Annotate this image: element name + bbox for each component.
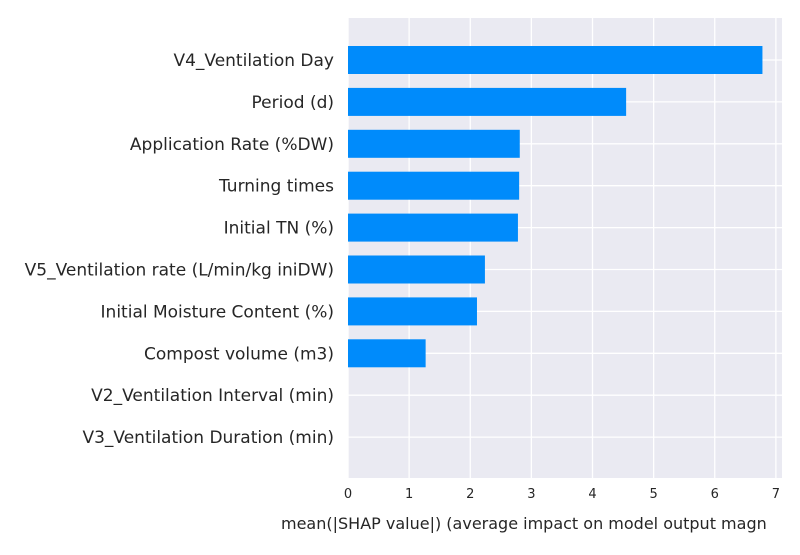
x-tick-label: 3 (527, 487, 535, 502)
category-label: V2_Ventilation Interval (min) (91, 386, 334, 406)
x-tick-label: 5 (649, 487, 657, 502)
category-label: Period (d) (252, 93, 334, 113)
x-tick-label: 1 (405, 487, 413, 502)
category-label: Application Rate (%DW) (130, 135, 334, 155)
category-label: Initial Moisture Content (%) (101, 302, 334, 322)
category-label: V5_Ventilation rate (L/min/kg iniDW) (25, 261, 334, 281)
category-label: V3_Ventilation Duration (min) (82, 428, 334, 448)
category-label: Turning times (218, 177, 334, 197)
bar (348, 129, 520, 158)
plot-background (348, 18, 782, 478)
category-labels: V4_Ventilation Day Period (d) Application … (25, 51, 334, 448)
bar (348, 297, 477, 326)
bar (348, 339, 426, 368)
bar (348, 87, 627, 116)
x-tick-label: 0 (344, 487, 352, 502)
x-tick-label: 2 (466, 487, 474, 502)
category-label: Compost volume (m3) (144, 344, 334, 364)
bar (348, 171, 520, 200)
x-axis-title: mean(|SHAP value|) (average impact on mo… (281, 514, 767, 533)
category-label: Initial TN (%) (224, 219, 334, 239)
x-tick-label: 6 (711, 487, 719, 502)
bar (348, 255, 485, 284)
bars (348, 46, 763, 368)
x-tick-label: 4 (588, 487, 596, 502)
bar (348, 46, 763, 74)
bar (348, 213, 518, 242)
x-axis-ticks: 0 1 2 3 4 5 6 7 (344, 487, 780, 502)
x-tick-label: 7 (772, 487, 780, 502)
category-label: V4_Ventilation Day (173, 51, 334, 71)
